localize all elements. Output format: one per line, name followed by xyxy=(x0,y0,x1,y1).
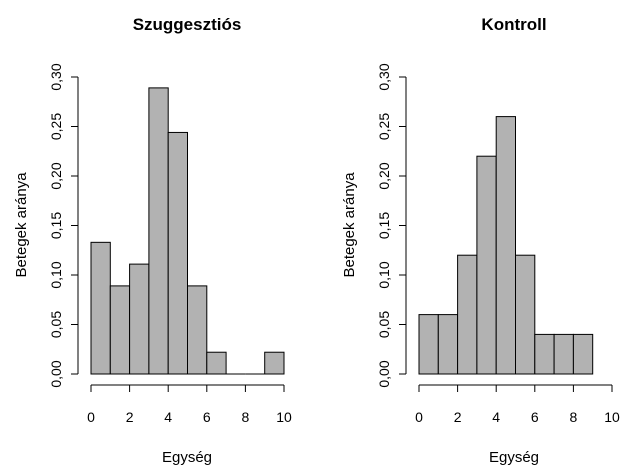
x-axis: 0 2 4 6 8 10 xyxy=(415,384,620,425)
y-tick-label: 0,15 xyxy=(376,212,392,239)
histogram-bar xyxy=(495,116,517,375)
x-tick-label: 2 xyxy=(454,409,462,425)
x-tick-label: 8 xyxy=(242,409,250,425)
panel-szuggesztios: Szuggesztiós Betegek aránya Egység 0,000… xyxy=(13,15,292,466)
x-tick-label: 2 xyxy=(126,409,134,425)
histogram-bar xyxy=(437,314,459,375)
y-tick-label: 0,30 xyxy=(48,63,64,90)
panel-kontroll: Kontroll Betegek aránya Egység 0,000,050… xyxy=(341,15,620,466)
bars xyxy=(90,87,285,375)
y-axis: 0,00 0,05 0,10 0,15 0,20 0,25 0,30 xyxy=(48,63,79,388)
histogram-bar xyxy=(534,333,555,375)
y-tick-label: 0,30 xyxy=(376,63,392,90)
histogram-bar xyxy=(148,87,169,375)
histogram-bar xyxy=(129,263,150,375)
chart-title: Kontroll xyxy=(481,15,546,34)
histogram-bar xyxy=(264,351,285,375)
y-axis-label: Betegek aránya xyxy=(13,172,30,278)
histogram-bar xyxy=(553,333,574,375)
histogram-bar xyxy=(572,333,594,375)
x-tick-label: 10 xyxy=(276,409,292,425)
histogram-bar xyxy=(109,285,131,375)
y-tick-label: 0,20 xyxy=(48,162,64,189)
histogram-bar xyxy=(206,351,227,375)
y-tick-label: 0,15 xyxy=(48,212,64,239)
chart-title: Szuggesztiós xyxy=(133,15,242,34)
x-tick-label: 10 xyxy=(604,409,620,425)
x-tick-label: 4 xyxy=(492,409,500,425)
x-axis: 0 2 4 6 8 10 xyxy=(87,384,292,425)
y-tick-label: 0,20 xyxy=(376,162,392,189)
y-tick-label: 0,05 xyxy=(48,311,64,338)
x-tick-label: 0 xyxy=(87,409,95,425)
x-axis-label: Egység xyxy=(489,449,539,466)
histogram-bar xyxy=(515,254,536,375)
y-tick-label: 0,10 xyxy=(376,261,392,288)
x-tick-label: 6 xyxy=(203,409,211,425)
x-tick-label: 0 xyxy=(415,409,423,425)
bars xyxy=(418,116,594,375)
x-tick-label: 8 xyxy=(570,409,578,425)
y-tick-label: 0,05 xyxy=(376,311,392,338)
histogram-bar xyxy=(418,314,439,375)
histogram-bar xyxy=(167,131,188,375)
x-tick-label: 4 xyxy=(164,409,172,425)
histogram-bar xyxy=(187,285,208,375)
y-tick-label: 0,25 xyxy=(376,113,392,140)
y-axis-label: Betegek aránya xyxy=(341,172,358,278)
histogram-bar xyxy=(90,241,111,375)
x-tick-label: 6 xyxy=(531,409,539,425)
y-tick-label: 0,25 xyxy=(48,113,64,140)
histogram-bar xyxy=(476,155,497,375)
y-tick-label: 0,10 xyxy=(48,261,64,288)
x-axis-label: Egység xyxy=(162,449,212,466)
y-axis: 0,00 0,05 0,10 0,15 0,20 0,25 0,30 xyxy=(376,63,407,388)
y-tick-label: 0,00 xyxy=(376,360,392,387)
histogram-bar xyxy=(457,254,478,375)
y-tick-label: 0,00 xyxy=(48,360,64,387)
